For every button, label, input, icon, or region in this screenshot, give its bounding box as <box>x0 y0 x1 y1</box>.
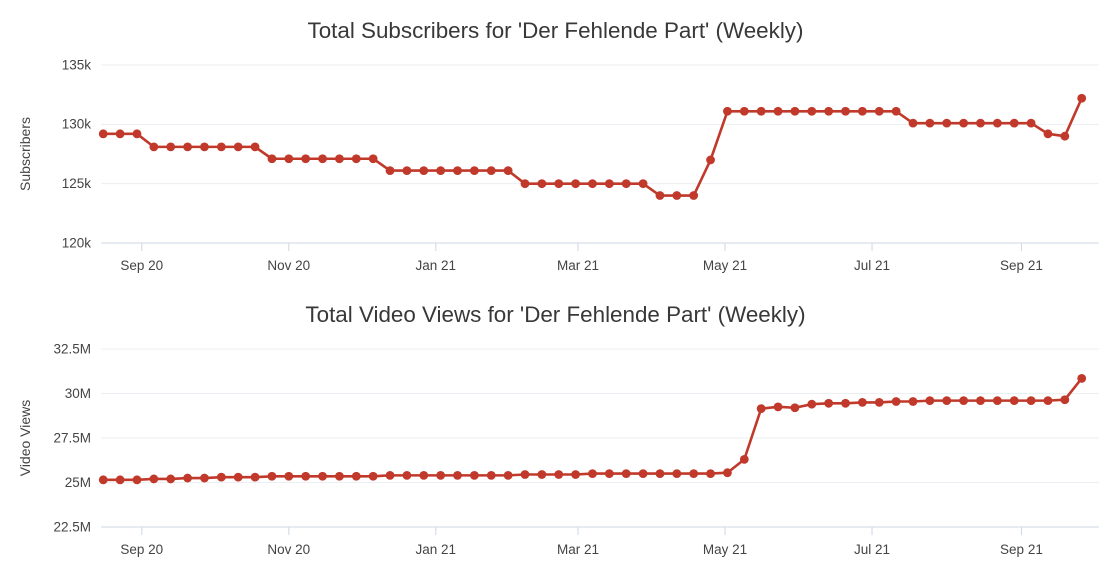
svg-text:125k: 125k <box>62 176 92 191</box>
svg-text:Total Subscribers for 'Der Feh: Total Subscribers for 'Der Fehlende Part… <box>308 18 804 43</box>
svg-text:Mar 21: Mar 21 <box>557 542 599 557</box>
svg-text:Jul 21: Jul 21 <box>854 258 890 273</box>
svg-text:Sep 21: Sep 21 <box>1000 542 1043 557</box>
svg-text:135k: 135k <box>62 57 92 72</box>
svg-text:30M: 30M <box>65 386 91 401</box>
svg-text:Nov 20: Nov 20 <box>267 258 310 273</box>
svg-text:120k: 120k <box>62 235 92 250</box>
svg-text:Subscribers: Subscribers <box>17 117 33 191</box>
svg-text:Jan 21: Jan 21 <box>416 258 457 273</box>
svg-text:Jan 21: Jan 21 <box>416 542 457 557</box>
svg-text:25M: 25M <box>65 475 91 490</box>
svg-text:27.5M: 27.5M <box>53 430 91 445</box>
svg-text:Sep 20: Sep 20 <box>120 258 163 273</box>
svg-text:Sep 20: Sep 20 <box>120 542 163 557</box>
svg-text:Total Video Views for 'Der Feh: Total Video Views for 'Der Fehlende Part… <box>305 302 805 327</box>
svg-text:Jul 21: Jul 21 <box>854 542 890 557</box>
svg-text:Nov 20: Nov 20 <box>267 542 310 557</box>
svg-text:Video Views: Video Views <box>17 400 33 477</box>
svg-text:May 21: May 21 <box>703 542 747 557</box>
svg-text:130k: 130k <box>62 117 92 132</box>
svg-text:Mar 21: Mar 21 <box>557 258 599 273</box>
svg-text:May 21: May 21 <box>703 258 747 273</box>
svg-text:32.5M: 32.5M <box>53 341 91 356</box>
svg-text:22.5M: 22.5M <box>53 519 91 534</box>
svg-text:Sep 21: Sep 21 <box>1000 258 1043 273</box>
